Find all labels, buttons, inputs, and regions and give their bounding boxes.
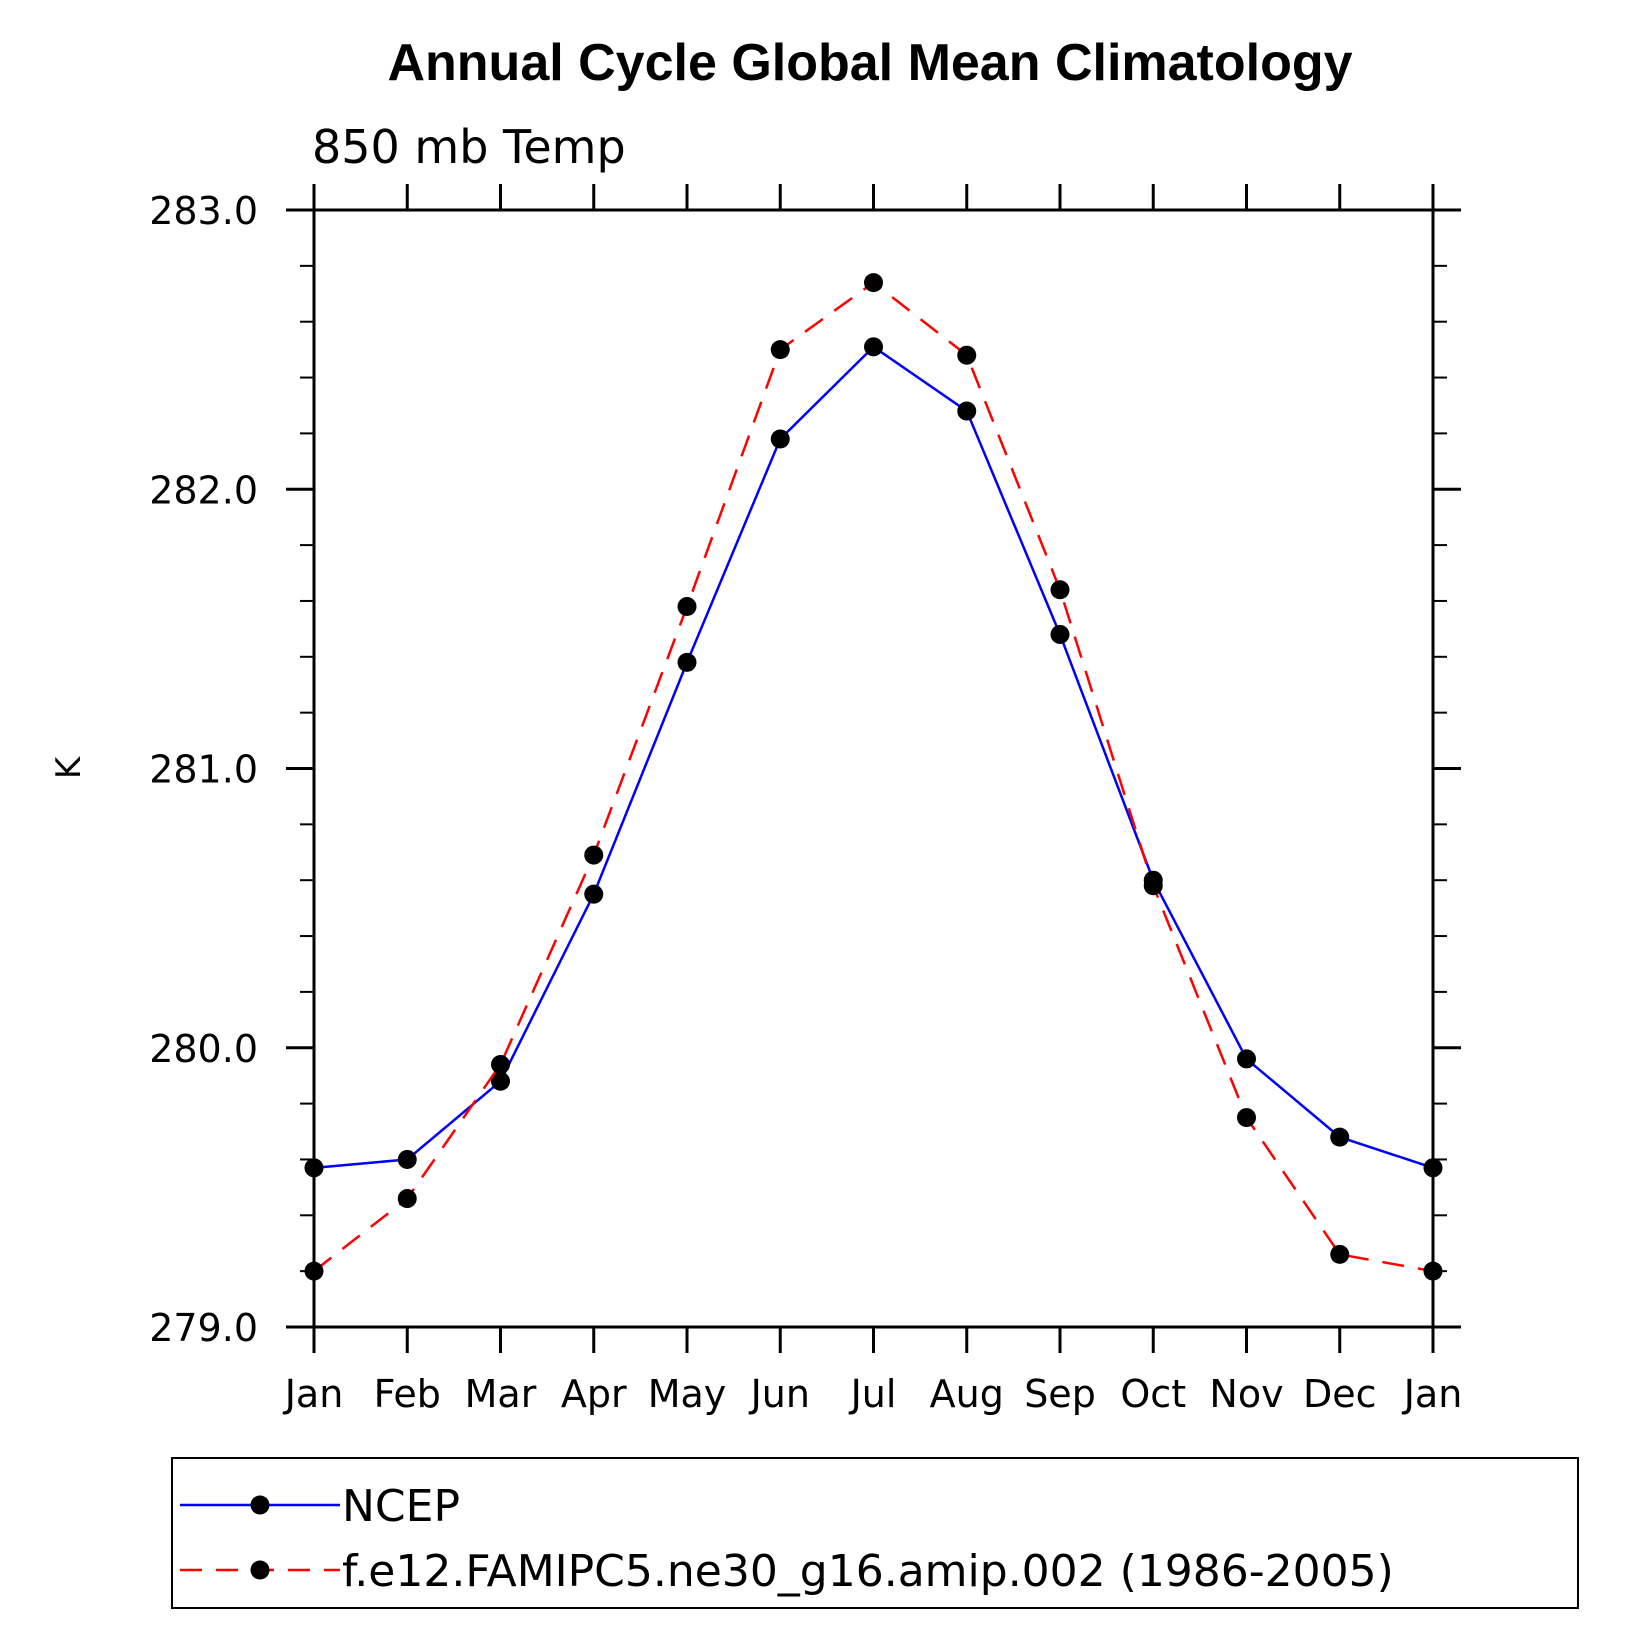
series-layer xyxy=(304,273,1443,1281)
data-point xyxy=(770,429,790,449)
x-tick-label: Jan xyxy=(283,1372,344,1416)
data-point xyxy=(1050,580,1070,600)
plot-frame xyxy=(312,208,1435,1329)
series-1 xyxy=(304,337,1443,1178)
data-point xyxy=(1237,1049,1256,1069)
x-tick-label: Nov xyxy=(1209,1372,1283,1416)
data-point xyxy=(770,340,790,360)
x-tick-label: May xyxy=(648,1372,727,1416)
chart-subtitle: 850 mb Temp xyxy=(312,120,626,174)
legend-marker xyxy=(250,1560,270,1580)
data-point xyxy=(1330,1127,1350,1147)
legend-marker xyxy=(250,1495,270,1515)
x-tick-label: Apr xyxy=(561,1372,627,1416)
data-point xyxy=(304,1261,324,1281)
x-tick-label: Sep xyxy=(1024,1372,1096,1416)
x-tick-label: Aug xyxy=(930,1372,1004,1416)
x-tick-label: Jun xyxy=(749,1372,810,1416)
y-tick-label: 279.0 xyxy=(149,1306,258,1350)
y-tick-label: 281.0 xyxy=(149,748,258,792)
legend-box xyxy=(171,1457,1579,1609)
x-tick-label: Mar xyxy=(465,1372,537,1416)
data-point xyxy=(584,884,604,904)
data-point xyxy=(397,1189,417,1209)
x-tick-label: Oct xyxy=(1120,1372,1186,1416)
y-axis-label: K xyxy=(49,755,89,779)
data-point xyxy=(677,652,697,672)
tick-labels: Jan Feb Mar Apr May Jun Jul Aug Sep Oct Nov Dec Jan 2… xyxy=(149,189,1462,1416)
data-point xyxy=(864,337,883,357)
data-point xyxy=(957,345,977,365)
y-tick-label: 280.0 xyxy=(149,1027,258,1071)
legend: NCEP f.e12.FAMIPC5.ne30_g16.amip.002 (198… xyxy=(171,1457,1579,1609)
data-point xyxy=(491,1071,510,1091)
legend-label: f.e12.FAMIPC5.ne30_g16.amip.002 (1986-20… xyxy=(342,1546,1394,1597)
data-point xyxy=(491,1055,510,1075)
data-point xyxy=(957,401,977,421)
chart-title: Annual Cycle Global Mean Climatology xyxy=(387,34,1352,92)
data-point xyxy=(584,845,604,865)
series-line xyxy=(313,345,1434,1170)
x-tick-label: Dec xyxy=(1303,1372,1377,1416)
data-point xyxy=(1423,1158,1443,1178)
data-point xyxy=(1237,1108,1256,1128)
axis-ticks xyxy=(286,184,1461,1353)
data-point xyxy=(864,273,883,293)
y-tick-label: 283.0 xyxy=(149,189,258,233)
y-tick-label: 282.0 xyxy=(149,468,258,512)
series-2 xyxy=(304,273,1443,1281)
data-point xyxy=(1330,1244,1350,1264)
series-line xyxy=(313,281,1434,1273)
data-point xyxy=(1050,624,1070,644)
data-point xyxy=(1423,1261,1443,1281)
data-point xyxy=(304,1158,324,1178)
legend-label: NCEP xyxy=(342,1481,460,1532)
x-tick-label: Feb xyxy=(374,1372,441,1416)
x-tick-label: Jul xyxy=(849,1372,897,1416)
data-point xyxy=(1143,876,1163,896)
data-point xyxy=(397,1149,417,1169)
data-point xyxy=(677,597,697,617)
x-tick-label: Jan xyxy=(1402,1372,1463,1416)
